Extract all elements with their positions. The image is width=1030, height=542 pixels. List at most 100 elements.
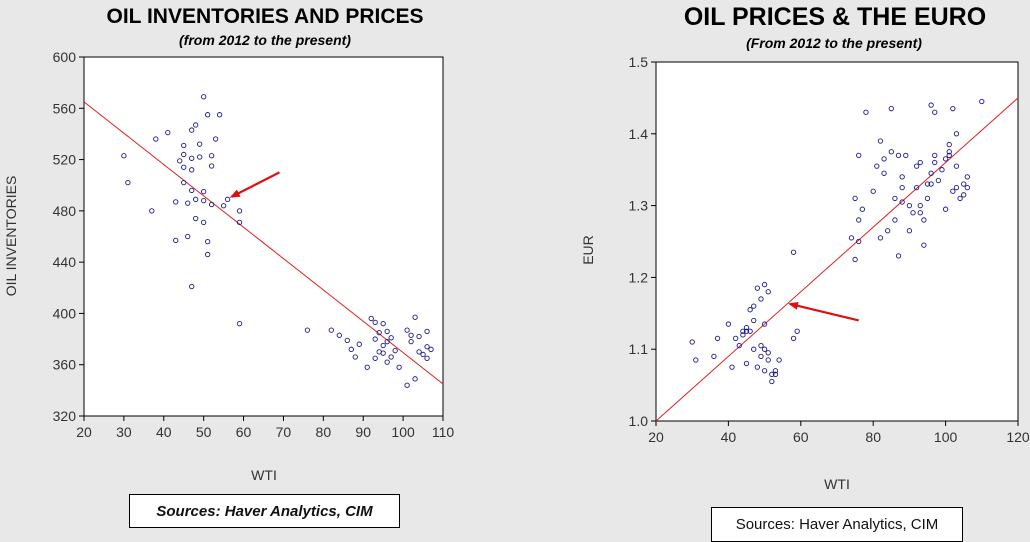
chart1-scatter-point (224, 196, 231, 202)
chart1-scatter-point (408, 338, 414, 345)
chart1-scatter-point (189, 127, 195, 133)
chart1-scatter-point (197, 154, 203, 160)
chart2-scatter-point (765, 289, 771, 295)
chart1-trend-line (83, 101, 444, 385)
chart2-scatter-point (961, 181, 967, 187)
chart2-scatter-point (877, 138, 884, 144)
chart2-scatter-point (950, 188, 956, 194)
chart2-plot-area (655, 61, 1019, 422)
chart2-scatter-point (932, 159, 938, 166)
chart2-scatter-point (732, 335, 739, 342)
chart2-scatter-point (740, 332, 746, 338)
chart1-scatter-point (185, 233, 191, 240)
chart2-scatter-point (736, 342, 742, 349)
chart1-scatter-point (197, 141, 203, 147)
chart2-scatter-point (917, 210, 923, 216)
chart1-scatter-point (376, 330, 382, 336)
chart1-x-tick-label: 20 (76, 424, 92, 440)
chart2-scatter-point (881, 170, 887, 176)
chart2-scatter-point (910, 210, 916, 216)
chart1-scatter-point (372, 355, 378, 361)
chart2-scatter-point (946, 152, 952, 158)
chart1-y-tick-label: 400 (53, 305, 77, 321)
chart1-scatter-point (208, 201, 215, 208)
chart1-scatter-point (416, 349, 422, 355)
chart1-scatter-point (125, 179, 131, 186)
chart1-scatter-point (420, 351, 426, 358)
chart2-x-tick-label: 40 (721, 429, 737, 445)
chart2-scatter-point (950, 106, 956, 112)
chart2-scatter-point (870, 188, 876, 194)
chart2-scatter-point (711, 353, 717, 360)
chart2-y-tick-label: 1.0 (629, 413, 649, 429)
chart2-scatter-point (932, 109, 938, 115)
chart2-scatter-point (917, 202, 923, 209)
chart2-scatter-point (856, 217, 862, 223)
chart1-scatter-point (193, 215, 199, 222)
chart1-scatter-point (396, 364, 402, 370)
chart2-scatter-point (848, 235, 855, 241)
chart1-scatter-point (412, 376, 418, 382)
chart2-scatter-point (946, 149, 952, 155)
chart2-scatter-point (964, 184, 970, 191)
chart1-scatter-point (384, 359, 390, 365)
chart1-x-tick-label: 30 (116, 424, 132, 440)
chart1-scatter-point (173, 199, 179, 205)
chart2-scatter-point (906, 228, 913, 234)
chart2-scatter-point (946, 141, 952, 148)
chart2-y-tick-label: 1.5 (629, 54, 649, 70)
chart2-scatter-point (921, 242, 927, 248)
chart2-y-axis-label: EUR (580, 235, 596, 265)
chart2-scatter-point (899, 199, 905, 205)
chart2-x-tick-label: 120 (1006, 429, 1030, 445)
chart1-x-tick-label: 60 (236, 424, 252, 440)
chart2-source-note: Sources: Haver Analytics, CIM (711, 507, 963, 542)
chart2-scatter-point (885, 228, 891, 234)
chart2-scatter-point (761, 321, 768, 327)
chart2-scatter-point (881, 156, 887, 162)
chart2-title: OIL PRICES & THE EURO (684, 3, 986, 31)
chart1-scatter-point (384, 338, 390, 345)
chart2-scatter-point (913, 184, 920, 191)
chart1-scatter-point (404, 327, 410, 333)
chart2-scatter-point (942, 206, 949, 212)
chart1-scatter-point (236, 208, 243, 214)
chart2-scatter-point (761, 346, 768, 352)
chart1-scatter-point (372, 336, 378, 342)
chart1-scatter-point (328, 327, 334, 333)
chart1-scatter-point (201, 94, 207, 100)
chart2-scatter-point (794, 328, 800, 334)
chart1-scatter-point (189, 155, 195, 161)
chart1-scatter-point (348, 346, 354, 352)
chart2-scatter-point (856, 152, 862, 158)
chart2-scatter-point (979, 98, 985, 105)
chart1-scatter-point (201, 197, 207, 204)
chart2-scatter-point (769, 378, 775, 385)
chart2-scatter-point (790, 249, 797, 255)
chart1-scatter-point (384, 328, 390, 335)
chart1-scatter-point (412, 314, 418, 320)
chart1-x-tick-label: 40 (156, 424, 172, 440)
chart1-scatter-point (428, 346, 434, 352)
chart2-scatter-point (758, 296, 764, 302)
chart1-scatter-point (173, 237, 179, 243)
chart1-scatter-point (304, 327, 311, 333)
chart2-scatter-point (895, 152, 902, 158)
chart1-scatter-point (193, 122, 199, 128)
chart1-subtitle: (from 2012 to the present) (179, 32, 351, 48)
chart1-scatter-point (189, 167, 195, 173)
chart2-scatter-point (899, 174, 905, 180)
chart2-scatter-point (790, 335, 797, 342)
chart1-scatter-point (356, 341, 362, 347)
chart1-scatter-point (344, 337, 350, 344)
chart2-scatter-point (743, 360, 750, 367)
chart1-scatter-point (212, 136, 219, 142)
chart1-scatter-point (201, 188, 207, 195)
chart2-scatter-point (761, 368, 768, 374)
chart2-scatter-point (772, 368, 779, 374)
chart1-scatter-point (372, 319, 378, 326)
chart1-scatter-point (380, 350, 386, 356)
chart1-scatter-point (208, 163, 215, 169)
chart2-annotation-arrow (787, 301, 859, 322)
